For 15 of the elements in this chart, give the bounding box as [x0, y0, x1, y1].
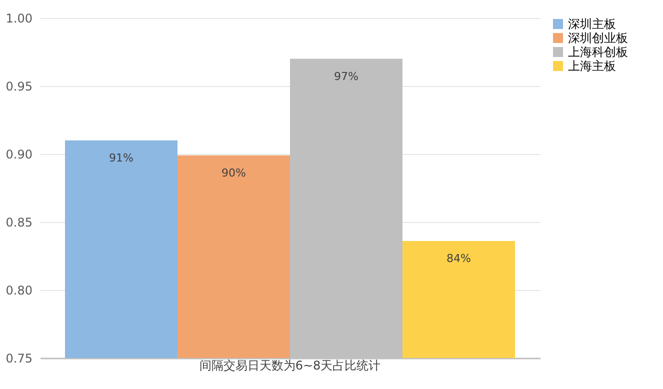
data-label: 84% [446, 252, 471, 266]
y-tick-label: 0.85 [6, 216, 32, 230]
data-label: 90% [222, 166, 246, 180]
y-tick-label: 0.75 [6, 352, 32, 366]
y-tick-label: 1.00 [6, 12, 32, 26]
legend-label: 上海主板 [568, 59, 616, 73]
y-tick-label: 0.95 [6, 80, 32, 94]
data-label: 91% [109, 151, 134, 164]
legend-label: 深圳主板 [568, 17, 616, 31]
y-tick-label: 0.80 [6, 284, 32, 298]
data-label: 97% [334, 70, 358, 83]
y-tick-label: 0.90 [6, 148, 32, 162]
legend-label: 上海科创板 [568, 45, 628, 59]
legend-label: 深圳创业板 [568, 31, 628, 45]
x-tick-label: 间隔交易日天数为6~8天占比统计 [199, 358, 381, 372]
